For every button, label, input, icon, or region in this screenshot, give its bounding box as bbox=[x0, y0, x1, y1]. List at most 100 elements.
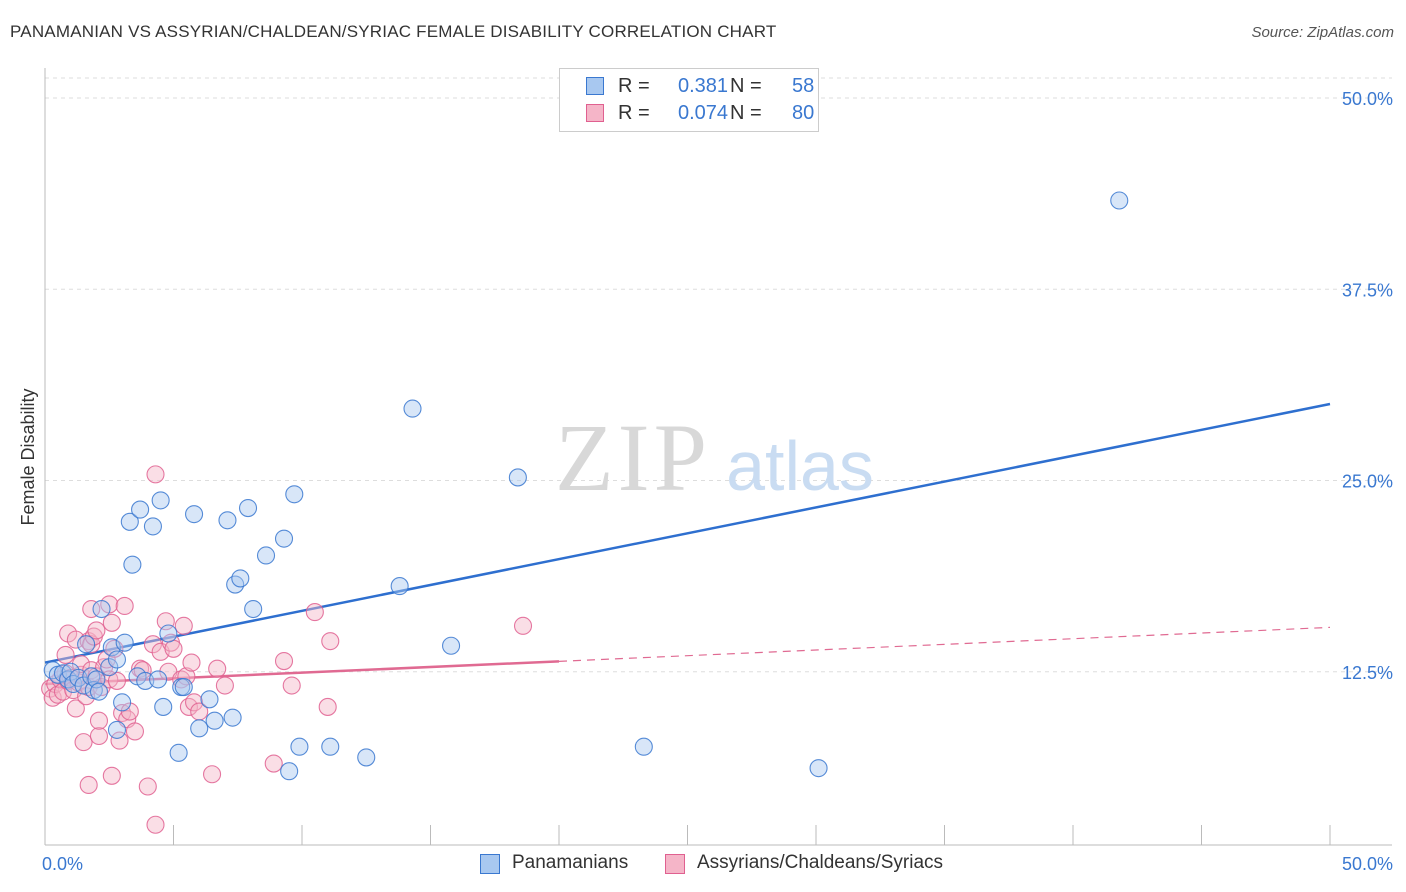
data-point-blue bbox=[77, 635, 96, 654]
data-point-blue bbox=[508, 468, 527, 487]
legend-swatch-blue bbox=[586, 77, 604, 95]
data-point-pink bbox=[87, 621, 106, 640]
x-tick-label-left: 0.0% bbox=[42, 854, 83, 874]
data-point-pink bbox=[318, 697, 337, 716]
data-point-blue bbox=[120, 512, 139, 531]
trend-lines bbox=[44, 402, 1331, 686]
data-point-blue bbox=[123, 555, 142, 574]
data-point-pink bbox=[82, 599, 101, 619]
legend-n-value: 58 bbox=[792, 75, 815, 97]
data-point-blue bbox=[159, 624, 178, 643]
y-tick-label: 25.0% bbox=[1342, 472, 1393, 492]
data-point-blue bbox=[290, 737, 309, 756]
y-tick-label: 37.5% bbox=[1342, 280, 1393, 300]
data-point-blue bbox=[256, 546, 276, 565]
legend-r-label: R = bbox=[618, 102, 650, 124]
chart-source: Source: ZipAtlas.com bbox=[1251, 24, 1394, 41]
data-point-pink bbox=[110, 731, 129, 750]
data-point-pink bbox=[89, 726, 109, 746]
data-point-blue bbox=[357, 748, 376, 767]
legend-n-value: 80 bbox=[792, 102, 815, 124]
data-point-pink bbox=[102, 613, 121, 632]
data-point-blue bbox=[285, 485, 304, 504]
legend-r-label: R = bbox=[618, 75, 650, 97]
data-point-blue bbox=[169, 743, 188, 762]
bottom-legend-label: Panamanians bbox=[512, 852, 629, 873]
data-point-blue bbox=[185, 505, 204, 524]
data-point-blue bbox=[238, 498, 258, 518]
data-point-blue bbox=[634, 737, 653, 756]
watermark-atlas: atlas bbox=[726, 427, 874, 505]
correlation-legend: R = 0.381 N = 58 R = 0.074 N = 80 bbox=[559, 68, 819, 132]
data-point-blue bbox=[274, 529, 294, 548]
data-point-blue bbox=[218, 511, 237, 530]
series-assyrians-points bbox=[41, 465, 533, 834]
data-point-pink bbox=[107, 671, 127, 690]
data-point-blue bbox=[131, 500, 150, 519]
data-point-pink bbox=[174, 616, 193, 635]
series-panamanians-points bbox=[43, 191, 1129, 781]
data-point-pink bbox=[146, 815, 165, 834]
data-point-pink bbox=[66, 699, 85, 718]
data-point-blue bbox=[115, 633, 134, 652]
data-point-pink bbox=[89, 711, 109, 730]
bottom-legend-swatch-pink bbox=[665, 854, 685, 874]
data-point-pink bbox=[177, 667, 196, 686]
data-point-blue bbox=[149, 670, 168, 689]
data-point-blue bbox=[154, 697, 173, 716]
data-point-blue bbox=[107, 720, 127, 739]
data-point-pink bbox=[100, 670, 119, 689]
legend-n-label: N = bbox=[730, 75, 762, 97]
data-point-blue bbox=[100, 658, 119, 677]
y-tick-label: 12.5% bbox=[1342, 663, 1393, 683]
data-point-blue bbox=[151, 491, 170, 510]
data-point-blue bbox=[809, 759, 828, 778]
legend-n-label: N = bbox=[730, 102, 762, 124]
trend-line-pink-solid bbox=[44, 660, 560, 686]
data-point-pink bbox=[264, 754, 283, 773]
data-point-pink bbox=[138, 777, 157, 796]
data-point-pink bbox=[71, 655, 91, 674]
legend-r-value: 0.381 bbox=[678, 75, 729, 97]
data-point-pink bbox=[164, 639, 183, 658]
bottom-legend-swatch-blue bbox=[480, 854, 500, 874]
data-point-pink bbox=[305, 603, 324, 622]
legend-swatch-pink bbox=[586, 104, 604, 122]
data-point-blue bbox=[244, 599, 263, 619]
data-point-pink bbox=[74, 733, 93, 752]
watermark: ZIP atlas bbox=[555, 404, 874, 511]
data-point-pink bbox=[79, 775, 98, 795]
axes bbox=[44, 68, 1392, 846]
data-point-pink bbox=[56, 645, 75, 664]
data-point-blue bbox=[321, 737, 340, 756]
data-point-blue bbox=[82, 667, 101, 686]
y-tick-label: 50.0% bbox=[1342, 89, 1393, 109]
data-point-blue bbox=[200, 690, 219, 709]
data-point-pink bbox=[203, 765, 222, 784]
data-point-blue bbox=[231, 569, 250, 588]
data-point-blue bbox=[205, 711, 224, 730]
data-point-pink bbox=[43, 688, 62, 707]
data-point-pink bbox=[185, 693, 204, 712]
data-point-pink bbox=[282, 676, 301, 695]
data-point-pink bbox=[146, 465, 165, 484]
bottom-legend-label: Assyrians/Chaldeans/Syriacs bbox=[697, 852, 944, 873]
data-point-blue bbox=[190, 719, 209, 738]
data-point-blue bbox=[174, 677, 193, 697]
data-point-blue bbox=[143, 517, 162, 536]
data-point-pink bbox=[115, 596, 134, 616]
data-point-blue bbox=[390, 577, 409, 596]
data-point-blue bbox=[107, 650, 127, 669]
data-point-pink bbox=[513, 616, 533, 635]
legend-r-value: 0.074 bbox=[678, 102, 729, 124]
y-axis-label: Female Disability bbox=[18, 388, 38, 525]
x-tick-label-right: 50.0% bbox=[1342, 854, 1393, 874]
data-point-pink bbox=[274, 651, 294, 671]
data-point-pink bbox=[125, 722, 144, 741]
chart-title: PANAMANIAN VS ASSYRIAN/CHALDEAN/SYRIAC F… bbox=[10, 22, 777, 41]
data-point-pink bbox=[208, 659, 227, 678]
data-point-pink bbox=[215, 676, 234, 695]
data-point-pink bbox=[120, 702, 139, 721]
data-point-blue bbox=[223, 708, 242, 727]
